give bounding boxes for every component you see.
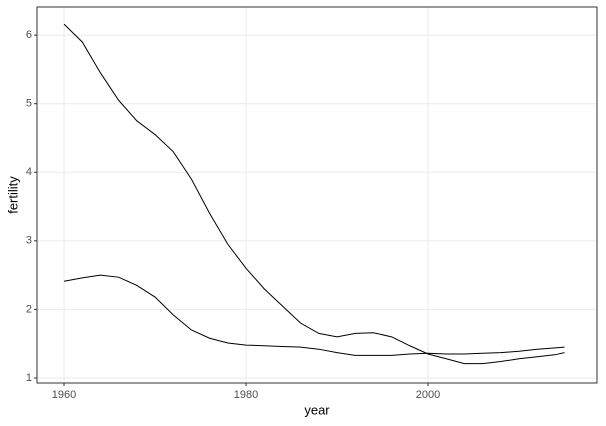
- y-tick-label: 2: [26, 303, 32, 315]
- x-tick-label: 1960: [52, 389, 76, 401]
- series-line: [63, 274, 565, 356]
- x-tick-label: 1980: [234, 389, 258, 401]
- y-tick-label: 1: [26, 372, 32, 384]
- x-axis-title: year: [304, 402, 330, 417]
- y-tick-label: 3: [26, 235, 32, 247]
- x-tick-label: 2000: [416, 389, 440, 401]
- y-axis-title: fertility: [5, 176, 20, 214]
- y-tick-label: 5: [26, 98, 32, 110]
- series-line: [63, 23, 565, 365]
- y-tick-label: 4: [26, 166, 32, 178]
- panel-border: [36, 6, 598, 384]
- y-tick-label: 6: [26, 29, 32, 41]
- grid: [37, 7, 597, 383]
- lines: [63, 23, 565, 365]
